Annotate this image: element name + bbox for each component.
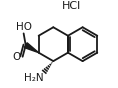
Text: H₂N: H₂N	[24, 73, 43, 83]
Polygon shape	[24, 43, 39, 53]
Text: HO: HO	[16, 22, 32, 32]
Text: O: O	[12, 52, 21, 62]
Text: HCl: HCl	[62, 1, 82, 11]
